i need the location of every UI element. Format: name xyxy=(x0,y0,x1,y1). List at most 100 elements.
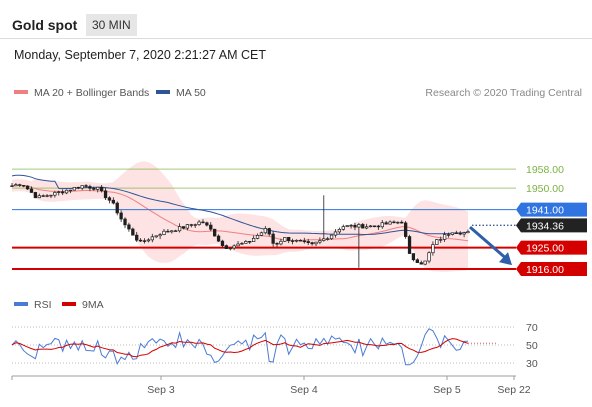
candle-body xyxy=(103,190,108,199)
legend-item-bollinger: MA 20 + Bollinger Bands xyxy=(14,87,149,99)
candle-body xyxy=(376,225,381,228)
chart-header: Gold spot 30 MIN xyxy=(0,0,592,38)
x-tick-label-Sep-3: Sep 3 xyxy=(147,384,175,396)
candle-body xyxy=(248,241,252,243)
legend-swatch-9ma xyxy=(62,302,76,307)
candle-body xyxy=(439,239,443,241)
candle-body xyxy=(119,212,123,220)
candle-body xyxy=(322,238,326,241)
candle-body xyxy=(431,244,435,254)
instrument-title: Gold spot xyxy=(12,17,78,33)
candle-body xyxy=(111,199,115,204)
x-tick-label-Sep-22: Sep 22 xyxy=(497,384,530,396)
legend-label-bollinger: MA 20 + Bollinger Bands xyxy=(34,87,150,99)
rsi-level-label-30: 30 xyxy=(526,358,538,370)
moving-averages xyxy=(11,174,469,235)
candle-body xyxy=(76,186,80,189)
level-label-1950.00: 1950.00 xyxy=(526,183,564,195)
candle-body xyxy=(29,188,34,193)
candle-body xyxy=(162,230,166,235)
candle-body xyxy=(396,221,400,224)
level-tag-1916.00 xyxy=(516,261,587,276)
candle-body xyxy=(166,230,170,233)
candle-body xyxy=(407,236,412,254)
candle-body xyxy=(251,237,256,242)
candle-body xyxy=(454,232,458,234)
candle-body xyxy=(135,234,139,241)
candle-body xyxy=(115,202,119,214)
candle-body xyxy=(193,224,197,226)
candle-body xyxy=(131,228,135,236)
candle-body xyxy=(267,228,271,235)
candle-body xyxy=(45,195,49,197)
candle-body xyxy=(57,191,61,193)
candle-body xyxy=(209,224,213,230)
level-label-1925.00: 1925.00 xyxy=(526,243,564,255)
candle-body xyxy=(403,222,408,237)
candle-body xyxy=(446,234,451,236)
x-tick-label-Sep-4: Sep 4 xyxy=(290,384,318,396)
candle-body xyxy=(384,222,388,225)
candle-body xyxy=(53,192,57,196)
legend-item-rsi: RSI xyxy=(14,299,52,311)
candle-body xyxy=(236,243,240,247)
candle-body xyxy=(255,234,260,239)
candle-body xyxy=(368,225,373,228)
candle-body xyxy=(84,185,88,187)
candle-body xyxy=(345,225,349,227)
forecast-arrow-shaft xyxy=(469,226,508,261)
level-tag-1941.00 xyxy=(516,202,587,217)
bollinger-band xyxy=(11,161,469,272)
candle-body xyxy=(326,238,330,240)
candle-body xyxy=(259,232,264,236)
candle-body xyxy=(244,241,248,244)
rsi-level-label-70: 70 xyxy=(526,322,538,334)
candle-body xyxy=(392,221,396,224)
candle-body xyxy=(201,221,205,224)
candle-body xyxy=(333,231,338,236)
candle-body xyxy=(10,185,14,187)
candle-body xyxy=(25,185,30,190)
candle-body xyxy=(37,195,41,199)
timeframe-badge[interactable]: 30 MIN xyxy=(86,14,137,36)
ma50-line xyxy=(11,174,469,235)
last-price-tag xyxy=(516,218,587,233)
candle-body xyxy=(419,262,423,265)
candle-body xyxy=(310,242,314,245)
candlesticks xyxy=(10,183,470,268)
research-credit: Research © 2020 Trading Central xyxy=(425,87,582,99)
candle-body xyxy=(158,234,162,237)
candle-body xyxy=(240,242,244,245)
candle-body xyxy=(298,239,303,242)
candle-body xyxy=(197,221,201,225)
rsi-level-label-50: 50 xyxy=(526,340,538,352)
candle-body xyxy=(466,231,470,234)
candle-body xyxy=(400,221,404,224)
candle-body xyxy=(427,252,431,262)
candle-body xyxy=(127,224,131,230)
candle-body xyxy=(287,237,291,242)
rsi-panel: 70 50 30 xyxy=(11,322,538,370)
candle-body xyxy=(329,234,334,240)
candle-body xyxy=(361,224,365,229)
candle-body xyxy=(271,233,275,244)
candle-body xyxy=(294,239,299,242)
candle-body xyxy=(174,230,178,232)
x-tick-label-Sep-5: Sep 5 xyxy=(433,384,461,396)
candle-body xyxy=(263,228,267,234)
candle-body xyxy=(462,232,466,235)
candle-body xyxy=(146,239,151,242)
candle-body xyxy=(68,189,73,192)
candle-body xyxy=(372,225,377,228)
candle-body xyxy=(88,186,92,189)
candle-body xyxy=(232,245,236,249)
candle-body xyxy=(49,194,53,197)
legend-label-ma50: MA 50 xyxy=(176,87,206,99)
candle-body xyxy=(306,241,310,243)
candle-body xyxy=(170,230,174,233)
legend-item-ma50: MA 50 xyxy=(156,87,206,99)
legend-label-rsi: RSI xyxy=(34,299,52,311)
candle-body xyxy=(107,197,112,201)
level-tag-1925.00 xyxy=(516,240,587,255)
